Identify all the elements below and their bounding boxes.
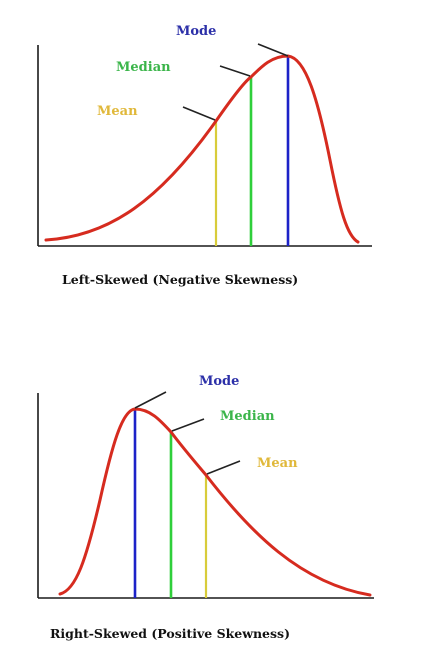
right-mean-label: Mean [257,456,298,471]
right-caption: Right-Skewed (Positive Skewness) [50,626,290,641]
left-mode-label: Mode [176,24,216,39]
left-skewed-diagram: Mode Median Mean Left-Skewed (Negative S… [38,24,372,287]
left-mean-pointer [183,107,215,120]
right-skewed-diagram: Mode Median Mean Right-Skewed (Positive … [38,374,374,641]
right-median-label: Median [220,409,275,424]
right-median-pointer [172,419,204,431]
right-mode-pointer [135,392,166,408]
right-density-curve [60,409,370,595]
right-mode-label: Mode [199,374,239,389]
left-median-pointer [220,66,250,76]
right-mean-pointer [207,461,240,474]
left-caption: Left-Skewed (Negative Skewness) [62,272,298,287]
left-median-label: Median [116,60,171,75]
left-density-curve [46,56,358,242]
left-mode-pointer [258,44,288,56]
left-mean-label: Mean [97,104,138,119]
